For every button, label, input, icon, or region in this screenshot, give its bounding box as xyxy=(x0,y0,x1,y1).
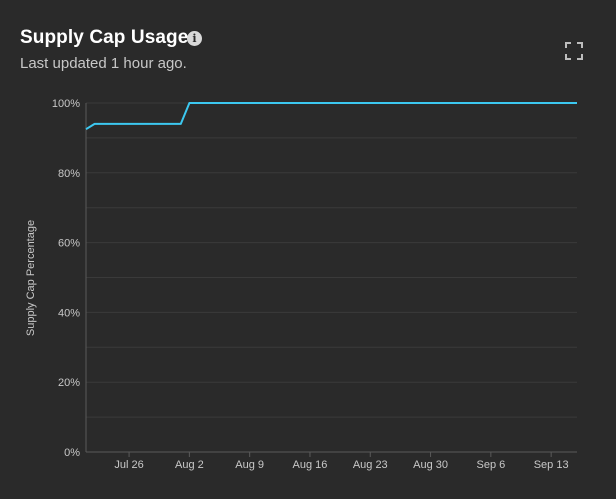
y-tick-label: 100% xyxy=(52,98,80,110)
y-tick-label: 40% xyxy=(58,307,80,319)
y-tick-label: 60% xyxy=(58,238,80,250)
y-tick-label: 80% xyxy=(58,168,80,180)
series-line xyxy=(85,102,577,131)
x-tick-label: Aug 30 xyxy=(413,459,448,471)
x-tick-label: Jul 26 xyxy=(114,459,143,471)
y-tick-label: 20% xyxy=(58,377,80,389)
y-tick-label: 0% xyxy=(64,447,80,459)
x-tick-label: Sep 6 xyxy=(476,459,505,471)
info-icon[interactable]: i xyxy=(187,31,202,46)
last-updated-text: Last updated 1 hour ago. xyxy=(20,55,187,72)
x-tick-label: Sep 13 xyxy=(534,459,569,471)
x-tick-label: Aug 9 xyxy=(235,459,264,471)
card-title: Supply Cap Usage xyxy=(20,27,189,48)
x-tick-label: Aug 23 xyxy=(353,459,388,471)
expand-icon[interactable] xyxy=(565,42,583,60)
x-tick-label: Aug 16 xyxy=(293,459,328,471)
x-tick-label: Aug 2 xyxy=(175,459,204,471)
